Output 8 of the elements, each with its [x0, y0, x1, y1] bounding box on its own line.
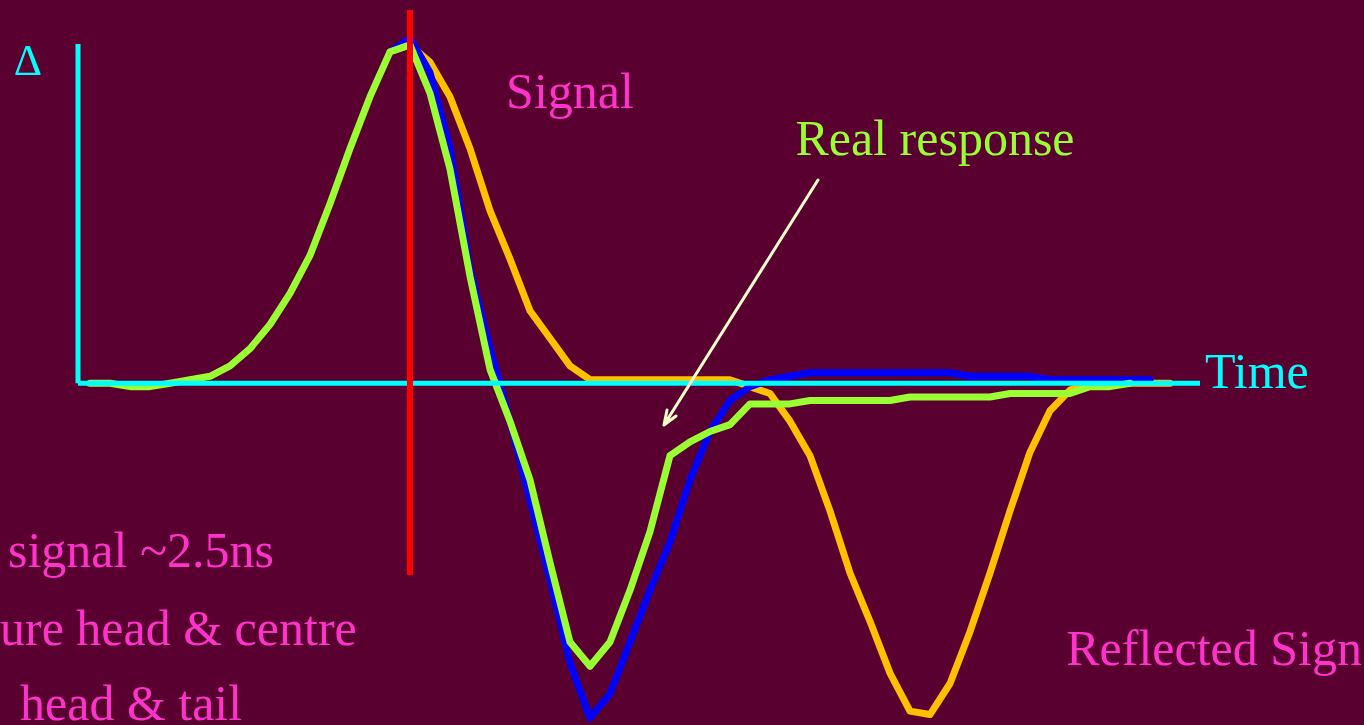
annotation: Signal — [506, 63, 634, 119]
x-axis-title: Time — [1205, 343, 1309, 400]
y-axis-title: Δ — [13, 36, 43, 85]
text: Real response — [795, 110, 1075, 166]
annotation: ure head & centre — [0, 600, 357, 656]
annotation: signal ~2.5ns — [8, 522, 274, 578]
annotation: Reflected Sign — [1066, 620, 1362, 676]
annotation: head & tail — [20, 675, 243, 725]
